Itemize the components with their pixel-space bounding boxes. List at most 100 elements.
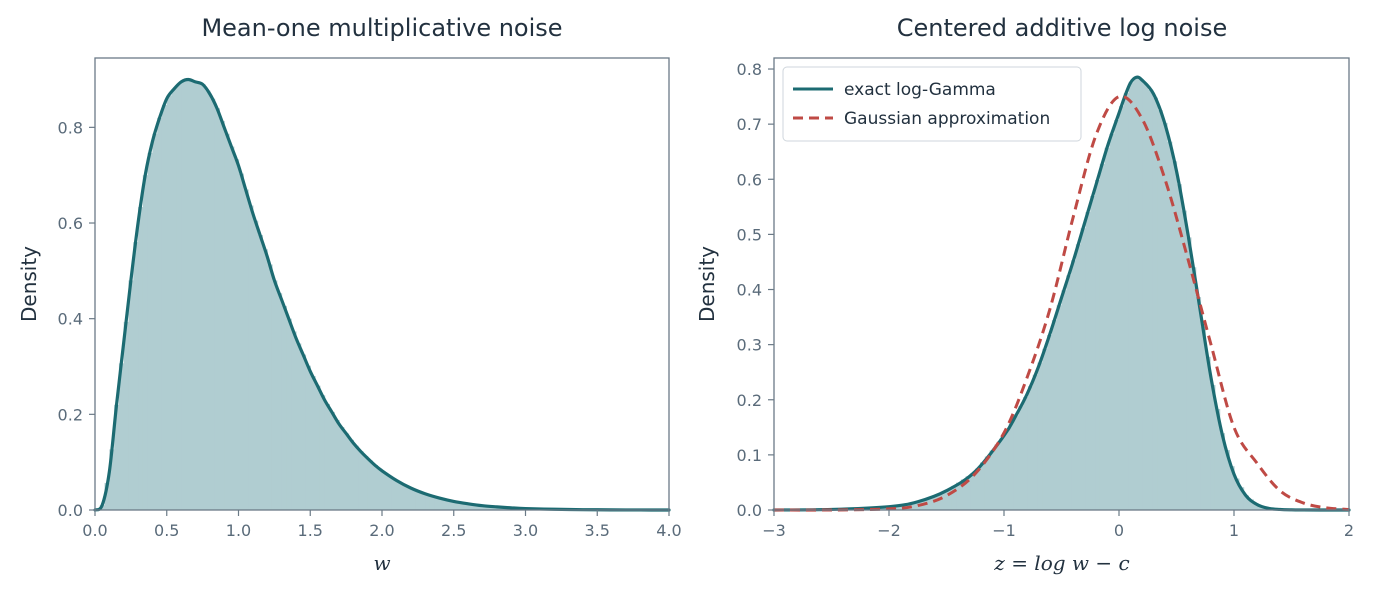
histogram-bar <box>482 505 488 510</box>
x-tick-label: 0.0 <box>82 521 107 540</box>
histogram-bar <box>118 363 125 510</box>
right-chart-xlabel: z = log w − c <box>993 551 1129 575</box>
histogram-bar <box>305 365 311 510</box>
histogram-bar <box>965 476 972 510</box>
histogram-bar <box>1181 210 1187 510</box>
x-tick-label: 2.0 <box>369 521 394 540</box>
x-tick-label: 4.0 <box>656 521 681 540</box>
histogram-bar <box>1138 79 1144 511</box>
histogram-bar <box>353 445 359 510</box>
histogram-bar <box>1133 77 1139 510</box>
histogram-bar <box>1061 290 1067 510</box>
histogram-bar <box>214 108 220 510</box>
histogram-bar <box>999 438 1005 510</box>
y-tick-label: 0.6 <box>58 214 83 233</box>
histogram-bar <box>1104 147 1111 511</box>
histogram-bar <box>233 159 240 511</box>
left-chart-ylabel: Density <box>17 246 41 322</box>
axis-frame <box>773 57 1350 511</box>
right-chart-panel: Centered additive log noise Density z = … <box>695 14 1354 575</box>
histogram-bar <box>147 152 153 511</box>
histogram-bar <box>286 318 292 510</box>
histogram-bar <box>405 486 412 510</box>
histogram-bar <box>271 280 278 510</box>
histogram-bar <box>1214 409 1221 510</box>
histogram-bar <box>410 488 417 510</box>
histogram-bar <box>209 98 216 510</box>
histogram-bar <box>257 234 264 510</box>
histogram-bar <box>372 465 378 510</box>
histogram-bar <box>319 395 326 510</box>
histogram-bar <box>1056 305 1063 510</box>
histogram-bar <box>248 205 254 511</box>
histogram-bar <box>281 305 287 510</box>
histogram-bar <box>1095 179 1101 510</box>
histogram-bar <box>912 502 919 510</box>
y-tick-label: 0.8 <box>737 60 762 79</box>
histogram-bar <box>989 450 996 510</box>
y-tick-label: 0.4 <box>58 310 83 329</box>
histogram-bar <box>1200 326 1206 510</box>
histogram-bar <box>1099 163 1106 510</box>
x-tick-label: −1 <box>992 521 1016 540</box>
histogram-bar <box>429 495 436 510</box>
histogram-bar <box>267 264 273 510</box>
histogram-bar <box>1190 267 1197 510</box>
histogram-bar <box>1147 89 1154 510</box>
histogram-bar <box>463 503 469 510</box>
y-tick-label: 0.3 <box>737 336 762 355</box>
histogram-bar <box>104 482 110 510</box>
histogram-bar <box>1066 275 1072 510</box>
x-tick-label: 3.0 <box>513 521 538 540</box>
histogram-bar <box>190 81 197 511</box>
histogram-bar <box>1018 406 1024 510</box>
x-tick-label: 0.5 <box>154 521 179 540</box>
histogram-bar <box>1142 84 1149 510</box>
histogram-bar <box>1004 431 1010 510</box>
histogram-bar <box>1023 397 1029 510</box>
histogram-bar <box>477 505 484 510</box>
histogram-bar <box>472 504 479 510</box>
legend-entry-label: exact log-Gamma <box>844 80 996 100</box>
histogram-bar <box>367 460 374 510</box>
x-tick-label: −2 <box>877 521 901 540</box>
x-tick-label: 1.0 <box>226 521 251 540</box>
histogram-bar <box>276 293 283 510</box>
legend-entry-label: Gaussian approximation <box>844 109 1050 129</box>
histogram-bar <box>1027 386 1034 510</box>
y-tick-label: 0.0 <box>737 501 762 520</box>
histogram-bar <box>1162 122 1168 510</box>
histogram-bar <box>1071 260 1077 510</box>
histogram-bar <box>185 79 192 511</box>
histogram-bar <box>181 81 187 511</box>
histogram-bar <box>295 343 302 510</box>
histogram-bar <box>1210 384 1216 510</box>
histogram-bar <box>439 498 445 510</box>
histogram-bar <box>123 321 130 510</box>
histogram-bar <box>176 84 182 510</box>
histogram-bar <box>310 376 316 510</box>
histogram-bar <box>492 506 498 510</box>
histogram-bar <box>1171 161 1178 511</box>
histogram-bar <box>171 89 177 510</box>
histogram-bar <box>401 484 407 510</box>
histogram-bar <box>262 249 268 510</box>
histogram-bar <box>1238 487 1245 510</box>
histogram-bar <box>984 456 991 510</box>
histogram-bar <box>1051 320 1058 510</box>
histogram-bar <box>195 82 201 511</box>
histogram-bar <box>396 481 402 510</box>
histogram-bar <box>448 500 455 510</box>
histogram-bar <box>415 490 421 510</box>
histogram-bar <box>425 494 431 510</box>
histogram-bar <box>315 385 321 510</box>
histogram-bar <box>109 449 115 510</box>
histogram-bar <box>324 403 330 510</box>
histogram-bar <box>291 331 297 510</box>
y-tick-label: 0.2 <box>58 405 83 424</box>
x-tick-label: 1.5 <box>298 521 323 540</box>
right-chart-plot-area: −3 −2 −1 0 1 2 0.0 0.1 0.2 0.3 0.4 0.5 0.6 0.7 0.8 exac… <box>737 57 1354 540</box>
histogram-bar <box>458 502 464 510</box>
histogram-bar <box>382 472 388 510</box>
